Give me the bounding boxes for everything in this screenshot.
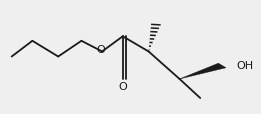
Text: OH: OH (236, 61, 253, 71)
Text: O: O (96, 44, 105, 54)
Text: O: O (118, 81, 127, 91)
Polygon shape (180, 64, 226, 79)
